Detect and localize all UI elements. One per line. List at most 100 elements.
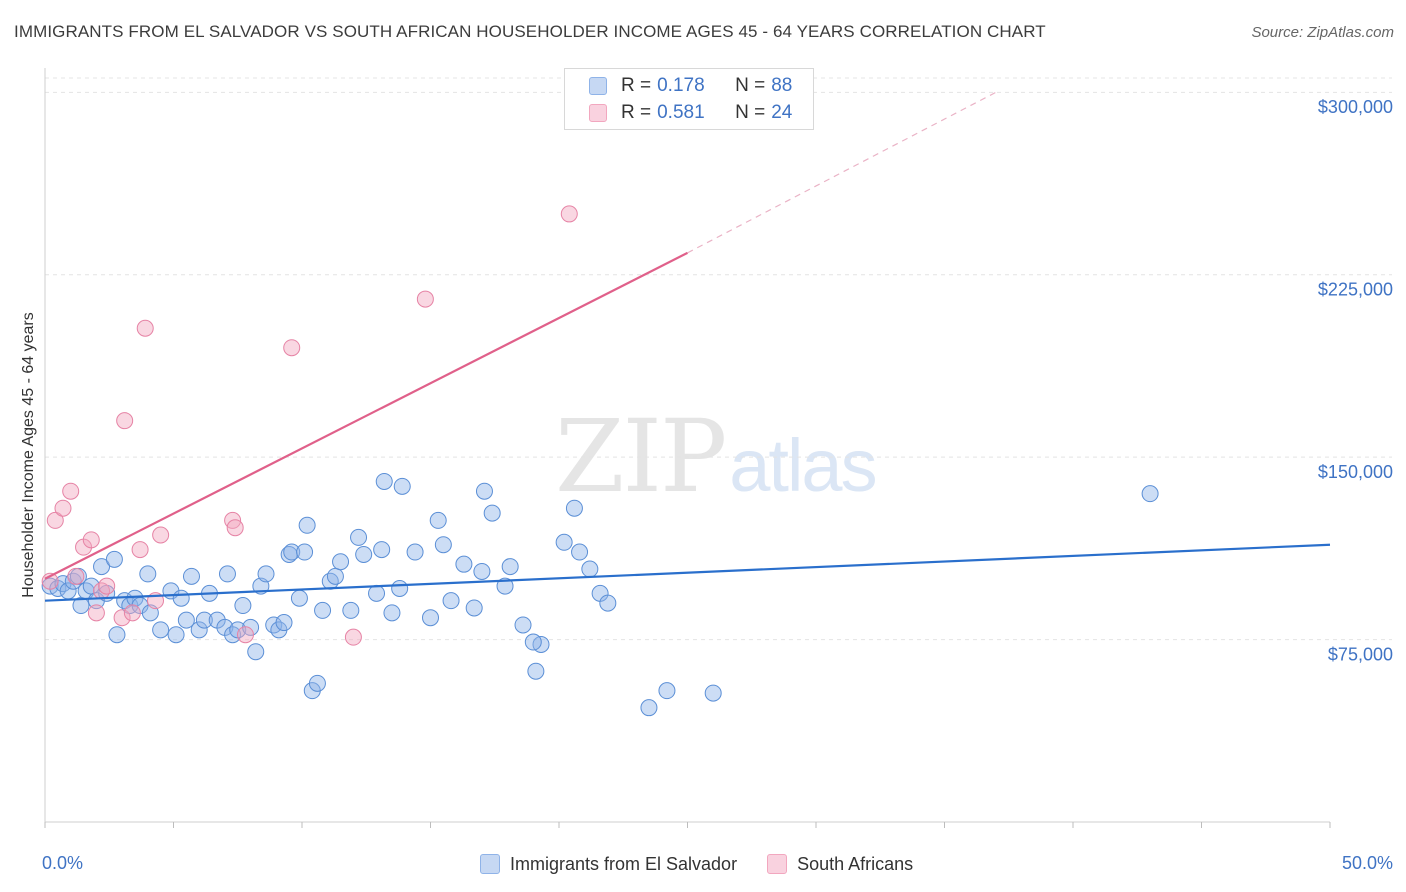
r-label: R = [621, 102, 652, 123]
data-point-el-salvador [429, 511, 447, 529]
watermark-zip: ZIP [555, 398, 727, 515]
data-point-el-salvador [308, 674, 326, 692]
data-point-el-salvador [581, 560, 599, 578]
legend-swatch-el-salvador [589, 77, 607, 95]
data-point-el-salvador [375, 472, 393, 490]
data-point-el-salvador [290, 589, 308, 607]
data-point-el-salvador [265, 616, 283, 634]
data-point-el-salvador [332, 553, 350, 571]
n-label: N = [735, 75, 766, 96]
x-tick-label-min: 0.0% [42, 853, 83, 873]
data-point-el-salvador [599, 594, 617, 612]
data-point-el-salvador [275, 614, 293, 632]
data-point-south-africans [136, 319, 154, 337]
correlation-legend: R = 0.178 N = 88 R = 0.581 N = 24 [564, 68, 814, 130]
data-point-el-salvador [314, 601, 332, 619]
r-value: 0.178 [657, 75, 705, 96]
n-value: 88 [771, 75, 793, 96]
data-point-el-salvador [658, 682, 676, 700]
legend-swatch-el-salvador [480, 854, 500, 874]
data-point-el-salvador [501, 558, 519, 576]
data-point-el-salvador [704, 684, 722, 702]
data-point-el-salvador [224, 626, 242, 644]
data-point-el-salvador [257, 565, 275, 583]
data-point-el-salvador [406, 543, 424, 561]
x-tick-label-max: 50.0% [1342, 853, 1393, 873]
y-tick-label: $300,000 [1318, 97, 1393, 117]
data-point-el-salvador [177, 611, 195, 629]
data-point-south-africans [67, 567, 85, 585]
n-value: 24 [771, 102, 793, 123]
data-point-south-africans [560, 205, 578, 223]
data-point-el-salvador [640, 699, 658, 717]
data-point-south-africans [236, 626, 254, 644]
data-point-el-salvador [391, 580, 409, 598]
data-point-south-africans [416, 290, 434, 308]
chart-title: IMMIGRANTS FROM EL SALVADOR VS SOUTH AFR… [14, 22, 1046, 41]
data-point-south-africans [283, 339, 301, 357]
data-point-south-africans [46, 511, 64, 529]
data-point-south-africans [344, 628, 362, 646]
data-point-el-salvador [139, 565, 157, 583]
legend-row-south-africans: R = 0.581 N = 24 [589, 100, 792, 126]
data-point-el-salvador [483, 504, 501, 522]
r-value: 0.581 [657, 102, 705, 123]
data-point-el-salvador [355, 545, 373, 563]
legend-swatch-south-africans [589, 104, 607, 122]
data-point-south-africans [226, 519, 244, 537]
data-point-el-salvador [182, 567, 200, 585]
data-point-el-salvador [108, 626, 126, 644]
legend-item-el-salvador[interactable]: Immigrants from El Salvador [480, 854, 737, 875]
data-point-el-salvador [350, 528, 368, 546]
legend-swatch-south-africans [767, 854, 788, 874]
data-point-el-salvador [218, 565, 236, 583]
data-point-el-salvador [195, 611, 213, 629]
trend-extension-south-africans [687, 91, 997, 254]
data-point-el-salvador [283, 543, 301, 561]
trend-line-el-salvador [44, 543, 1331, 602]
trend-line-south-africans [44, 251, 688, 580]
legend-row-el-salvador: R = 0.178 N = 88 [589, 73, 792, 99]
data-point-el-salvador [571, 543, 589, 561]
data-point-south-africans [82, 531, 100, 549]
y-tick-label: $75,000 [1328, 644, 1393, 664]
legend-label-el-salvador: Immigrants from El Salvador [510, 853, 738, 874]
data-point-el-salvador [368, 584, 386, 602]
data-point-el-salvador [496, 577, 514, 595]
data-point-el-salvador [167, 626, 185, 644]
data-point-el-salvador [64, 572, 82, 590]
n-label: N = [735, 102, 766, 123]
data-point-el-salvador [234, 597, 252, 615]
data-point-el-salvador [1141, 485, 1159, 503]
data-point-south-africans [54, 499, 72, 517]
data-point-el-salvador [422, 609, 439, 627]
data-point-el-salvador [383, 604, 401, 622]
data-point-el-salvador [455, 555, 473, 573]
data-point-south-africans [152, 526, 170, 544]
data-point-el-salvador [524, 633, 542, 651]
data-point-el-salvador [465, 599, 483, 617]
data-point-el-salvador [172, 589, 190, 607]
y-tick-label: $150,000 [1318, 462, 1393, 482]
data-point-el-salvador [247, 643, 265, 661]
data-point-el-salvador [93, 558, 111, 576]
data-point-el-salvador [475, 482, 493, 500]
data-point-south-africans [98, 577, 116, 595]
watermark-atlas: atlas [729, 424, 877, 507]
legend-label-south-africans: South Africans [797, 853, 914, 874]
data-point-el-salvador [393, 477, 411, 495]
data-point-el-salvador [442, 592, 460, 610]
series-legend: Immigrants from El Salvador South Africa… [480, 852, 943, 876]
y-tick-label: $225,000 [1318, 279, 1393, 299]
watermark: ZIPatlas [555, 398, 878, 515]
source-credit: Source: ZipAtlas.com [1251, 24, 1394, 41]
data-point-el-salvador [565, 499, 583, 517]
data-point-el-salvador [527, 662, 545, 680]
legend-item-south-africans[interactable]: South Africans [767, 854, 913, 875]
data-point-south-africans [113, 609, 131, 627]
data-point-south-africans [87, 604, 105, 622]
data-point-el-salvador [342, 601, 360, 619]
data-point-south-africans [116, 412, 134, 430]
r-label: R = [621, 75, 652, 96]
data-point-el-salvador [473, 562, 491, 580]
